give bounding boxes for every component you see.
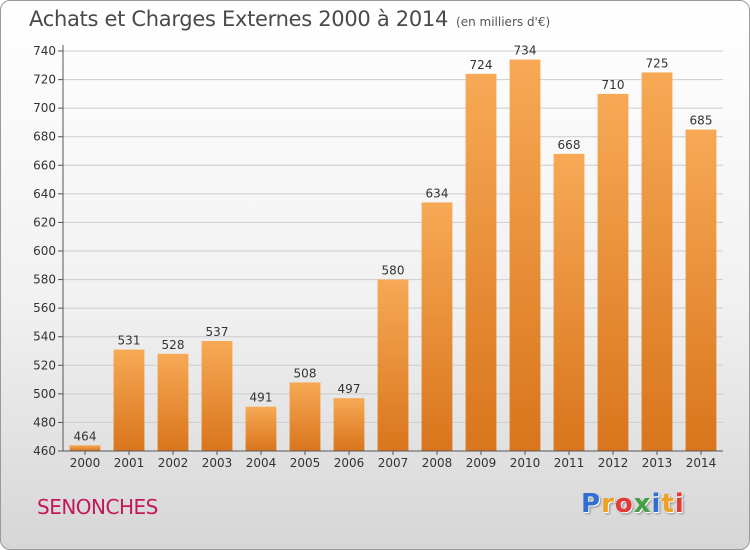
logo-letter: i bbox=[651, 489, 662, 519]
logo-letter: i bbox=[674, 489, 685, 519]
y-tick-label: 520 bbox=[33, 358, 56, 372]
y-tick-label: 500 bbox=[33, 387, 56, 401]
bar bbox=[685, 129, 717, 452]
bar-value-label: 725 bbox=[646, 56, 669, 70]
bar-value-label: 531 bbox=[118, 334, 141, 348]
y-tick-label: 700 bbox=[33, 101, 56, 115]
y-tick-label: 560 bbox=[33, 301, 56, 315]
bar-value-label: 508 bbox=[294, 366, 317, 380]
y-tick-label: 680 bbox=[33, 130, 56, 144]
x-tick-label: 2012 bbox=[598, 456, 629, 470]
x-tick-label: 2001 bbox=[114, 456, 145, 470]
x-tick-label: 2014 bbox=[686, 456, 717, 470]
bar-value-label: 537 bbox=[206, 325, 229, 339]
logo-letter: r bbox=[601, 489, 615, 519]
bar-value-label: 668 bbox=[558, 138, 581, 152]
y-tick-label: 480 bbox=[33, 415, 56, 429]
axes bbox=[58, 45, 723, 455]
place-name: SENONCHES bbox=[37, 495, 158, 519]
y-tick-label: 620 bbox=[33, 215, 56, 229]
bar bbox=[113, 349, 145, 451]
bar-value-label: 528 bbox=[162, 338, 185, 352]
bar-value-label: 724 bbox=[470, 58, 493, 72]
y-tick-label: 720 bbox=[33, 73, 56, 87]
x-tick-label: 2002 bbox=[158, 456, 189, 470]
bars bbox=[69, 59, 717, 452]
chart-title-text: Achats et Charges Externes 2000 à 2014 bbox=[29, 7, 449, 31]
bar bbox=[289, 382, 321, 451]
y-tick-label: 540 bbox=[33, 330, 56, 344]
logo-letter: x bbox=[633, 489, 652, 519]
bar-value-label: 634 bbox=[426, 186, 449, 200]
bar-value-label: 464 bbox=[74, 429, 97, 443]
bar-value-label: 685 bbox=[690, 114, 713, 128]
chart-unit-label: (en milliers d'€) bbox=[456, 15, 551, 29]
bar bbox=[245, 406, 277, 451]
bar bbox=[641, 72, 673, 451]
x-tick-label: 2005 bbox=[290, 456, 321, 470]
y-tick-label: 600 bbox=[33, 244, 56, 258]
logo-letter: o bbox=[614, 489, 634, 519]
bar bbox=[333, 398, 365, 451]
y-tick-label: 640 bbox=[33, 187, 56, 201]
x-tick-label: 2007 bbox=[378, 456, 409, 470]
y-tick-label: 580 bbox=[33, 273, 56, 287]
bar bbox=[157, 353, 189, 451]
bar bbox=[421, 202, 453, 451]
bar bbox=[69, 445, 101, 451]
labels: 460 480 500 520 540 560 580 600 620 640 660 680 700 7… bbox=[33, 44, 716, 470]
bar bbox=[509, 59, 541, 451]
x-tick-label: 2008 bbox=[422, 456, 453, 470]
logo-letter: t bbox=[661, 489, 675, 519]
bar bbox=[553, 153, 585, 451]
bar bbox=[201, 341, 233, 451]
bar bbox=[597, 93, 629, 451]
x-tick-label: 2000 bbox=[70, 456, 101, 470]
bar-value-label: 734 bbox=[514, 44, 537, 58]
bar-value-label: 710 bbox=[602, 78, 625, 92]
x-tick-label: 2009 bbox=[466, 456, 497, 470]
chart-title: Achats et Charges Externes 2000 à 2014 (e… bbox=[29, 7, 550, 31]
x-tick-label: 2013 bbox=[642, 456, 673, 470]
bar bbox=[377, 279, 409, 451]
bar-value-label: 491 bbox=[250, 391, 273, 405]
y-tick-label: 660 bbox=[33, 158, 56, 172]
logo-letter: P bbox=[581, 489, 602, 519]
x-tick-label: 2011 bbox=[554, 456, 585, 470]
bar-value-label: 497 bbox=[338, 382, 361, 396]
x-tick-label: 2006 bbox=[334, 456, 365, 470]
x-tick-label: 2010 bbox=[510, 456, 541, 470]
y-tick-label: 740 bbox=[33, 44, 56, 58]
x-tick-label: 2003 bbox=[202, 456, 233, 470]
proxiti-logo: Proxiti bbox=[581, 489, 685, 519]
y-tick-label: 460 bbox=[33, 444, 56, 458]
bar bbox=[465, 73, 497, 451]
bar-value-label: 580 bbox=[382, 264, 405, 278]
x-tick-label: 2004 bbox=[246, 456, 277, 470]
